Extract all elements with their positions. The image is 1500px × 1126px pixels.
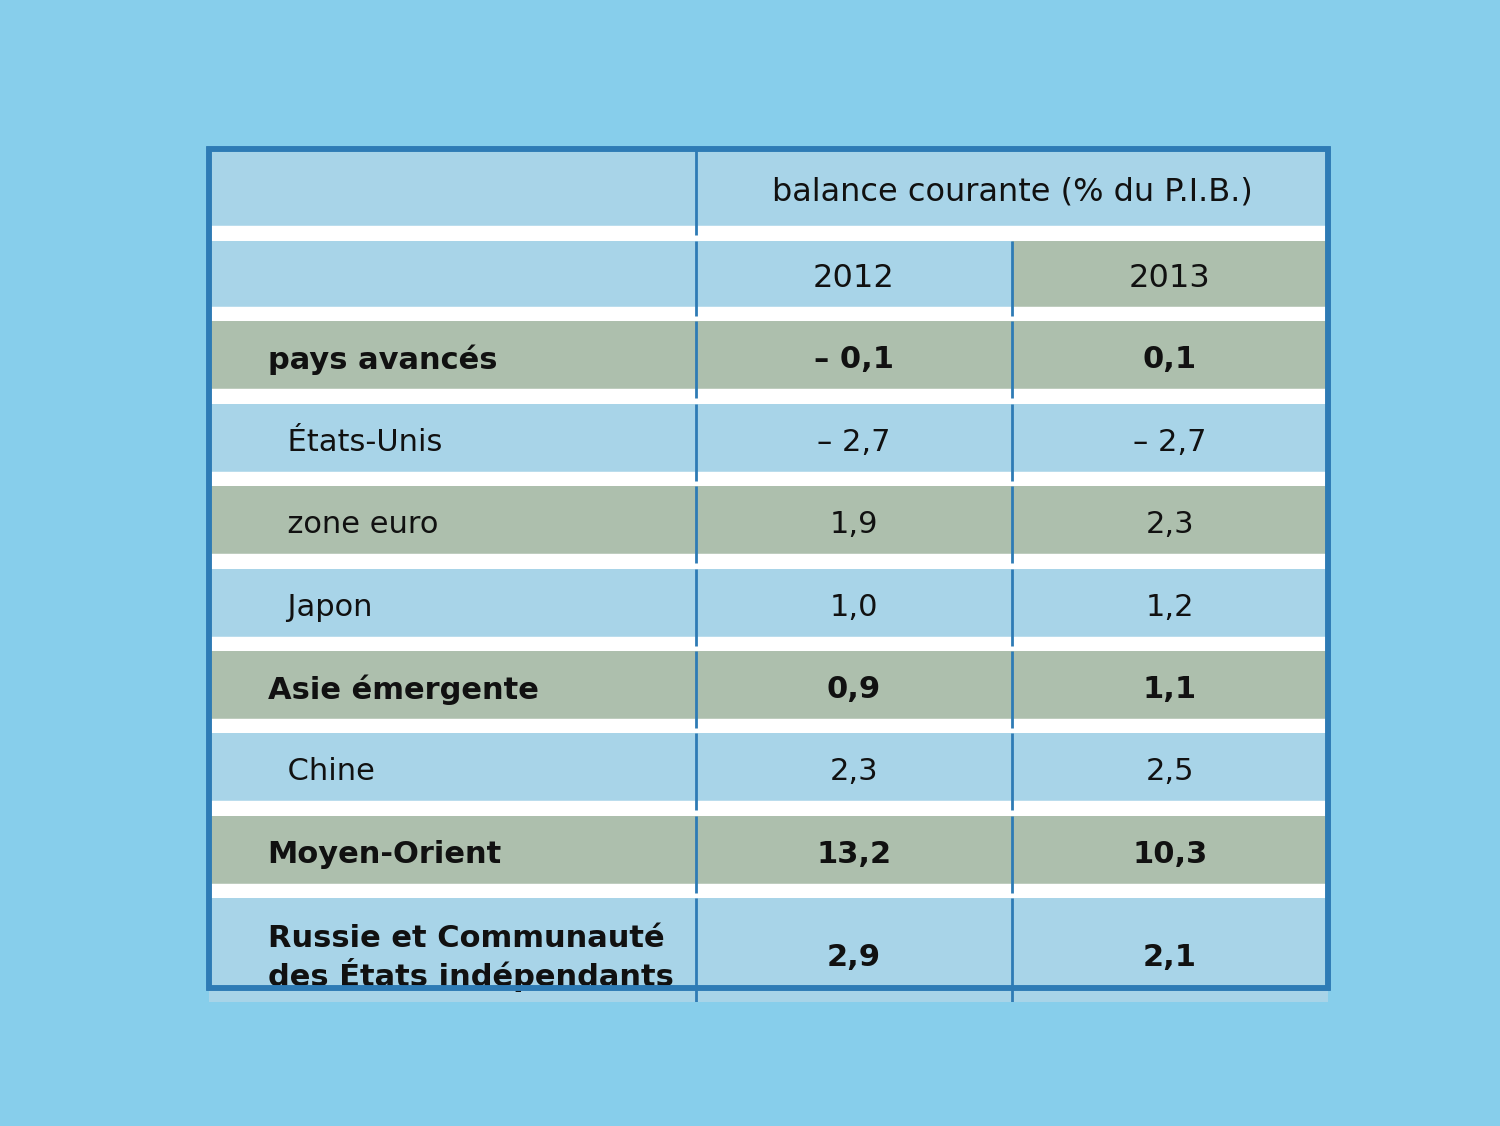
- Bar: [696, 404, 1011, 481]
- Text: 2,3: 2,3: [830, 758, 878, 786]
- Bar: [1011, 899, 1329, 1018]
- Bar: [696, 899, 1011, 1018]
- Text: 2,9: 2,9: [827, 944, 880, 973]
- Text: 2012: 2012: [813, 262, 894, 294]
- Bar: [209, 149, 696, 235]
- Bar: [1011, 321, 1329, 399]
- Bar: [1011, 651, 1329, 729]
- Bar: [696, 816, 1011, 893]
- Bar: [1011, 486, 1329, 563]
- Bar: [209, 404, 696, 481]
- Bar: [696, 321, 1011, 399]
- Text: Asie émergente: Asie émergente: [267, 674, 538, 705]
- Bar: [209, 811, 1329, 816]
- Text: 1,1: 1,1: [1143, 674, 1197, 704]
- Bar: [1011, 569, 1329, 645]
- Bar: [209, 899, 696, 1018]
- Text: – 0,1: – 0,1: [815, 346, 894, 375]
- Bar: [1011, 404, 1329, 481]
- Text: 10,3: 10,3: [1132, 840, 1208, 869]
- Text: Chine: Chine: [267, 758, 375, 786]
- Bar: [209, 481, 1329, 486]
- Text: balance courante (% du P.I.B.): balance courante (% du P.I.B.): [772, 177, 1252, 207]
- Bar: [209, 316, 1329, 321]
- Bar: [209, 241, 696, 316]
- Bar: [209, 816, 696, 893]
- Text: Russie et Communauté
des États indépendants: Russie et Communauté des États indépenda…: [267, 923, 674, 992]
- Text: pays avancés: pays avancés: [267, 345, 496, 375]
- Text: – 2,7: – 2,7: [818, 428, 891, 457]
- Text: 1,9: 1,9: [830, 510, 878, 539]
- Text: 1,2: 1,2: [1146, 592, 1194, 622]
- Bar: [209, 893, 1329, 899]
- Text: 2,3: 2,3: [1146, 510, 1194, 539]
- Text: zone euro: zone euro: [267, 510, 438, 539]
- Text: 2,1: 2,1: [1143, 944, 1197, 973]
- Text: 1,0: 1,0: [830, 592, 878, 622]
- Text: 0,9: 0,9: [827, 674, 880, 704]
- Bar: [1011, 733, 1329, 811]
- Bar: [696, 651, 1011, 729]
- Text: 0,1: 0,1: [1143, 346, 1197, 375]
- Text: Moyen-Orient: Moyen-Orient: [267, 840, 503, 869]
- Bar: [696, 569, 1011, 645]
- Bar: [209, 399, 1329, 404]
- Bar: [1011, 241, 1329, 316]
- Bar: [209, 486, 696, 563]
- Bar: [209, 321, 696, 399]
- Bar: [209, 645, 1329, 651]
- Bar: [209, 235, 1329, 241]
- Text: 2013: 2013: [1130, 262, 1210, 294]
- Text: – 2,7: – 2,7: [1132, 428, 1206, 457]
- Text: 2,5: 2,5: [1146, 758, 1194, 786]
- Bar: [209, 563, 1329, 569]
- Text: États-Unis: États-Unis: [267, 428, 442, 457]
- Bar: [209, 729, 1329, 733]
- Bar: [209, 569, 696, 645]
- Text: Japon: Japon: [267, 592, 372, 622]
- Bar: [1011, 816, 1329, 893]
- Bar: [696, 149, 1329, 235]
- Text: 13,2: 13,2: [816, 840, 891, 869]
- Bar: [209, 651, 696, 729]
- Bar: [696, 733, 1011, 811]
- Bar: [696, 241, 1011, 316]
- Bar: [209, 733, 696, 811]
- Bar: [696, 486, 1011, 563]
